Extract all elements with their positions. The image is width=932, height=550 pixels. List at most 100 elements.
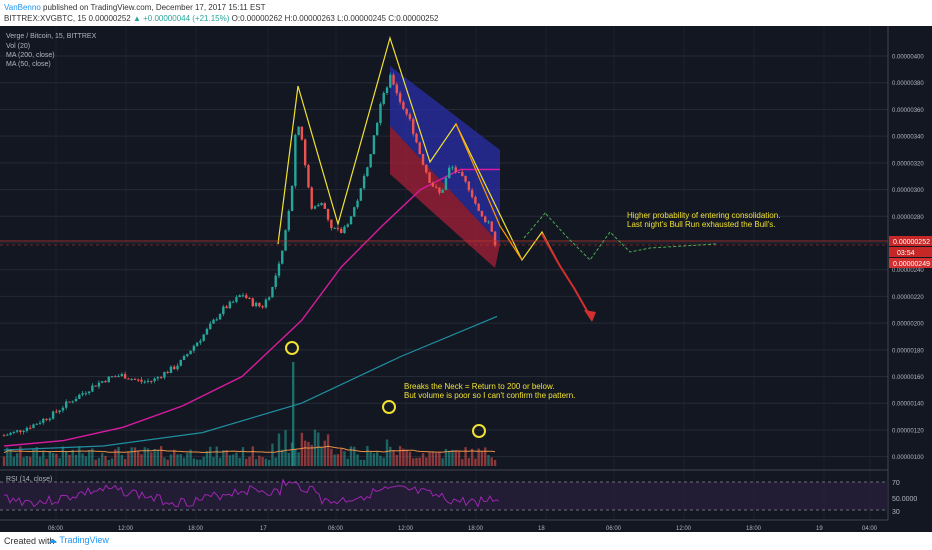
author-link[interactable]: VanBenno: [4, 3, 41, 12]
candle-body: [91, 385, 94, 392]
volume-spike-marker-1: [285, 341, 299, 355]
volume-bar: [487, 455, 490, 466]
candle-body: [480, 210, 484, 217]
volume-bar: [74, 454, 78, 466]
rsi-band: [0, 482, 888, 510]
candle-body: [303, 139, 307, 166]
volume-bar: [101, 453, 104, 466]
legend-vol[interactable]: Vol (20): [6, 43, 30, 50]
volume-bar: [307, 441, 310, 466]
price-tick-label: 0.00000340: [892, 135, 924, 141]
candle-body: [78, 394, 81, 399]
candle-body: [346, 224, 349, 227]
annotation-neck-1: Breaks the Neck = Return to 200 or below…: [404, 382, 555, 391]
volume-bar: [6, 447, 9, 466]
volume-bar: [189, 449, 192, 466]
candle-body: [477, 203, 480, 211]
volume-bar: [84, 456, 88, 466]
chart-area[interactable]: Higher probability of entering consolida…: [0, 26, 932, 532]
time-tick-label: 18:00: [468, 526, 484, 532]
candle-body: [199, 340, 202, 343]
candle-body: [248, 297, 251, 299]
volume-bar: [385, 439, 389, 466]
volume-bar: [454, 450, 457, 466]
candle-body: [192, 345, 196, 351]
volume-bar: [228, 455, 232, 466]
volume-bar: [402, 448, 405, 466]
countdown-label: 03:54: [897, 250, 915, 257]
candle-body: [349, 216, 353, 225]
legend-ma50[interactable]: MA (50, close): [6, 61, 51, 68]
candle-body: [444, 177, 448, 190]
candle-body: [454, 167, 457, 172]
tradingview-logo[interactable]: ☁ TradingView: [48, 535, 109, 546]
price-axis[interactable]: 0.00000400 0.00000380 0.00000360 0.00000340…: [892, 55, 924, 462]
time-axis[interactable]: 06:00 12:00 18:00 17 06:00 12:00 18:00 18 06:00 1…: [48, 526, 878, 532]
volume-bar: [392, 450, 395, 466]
price-tick-label: 0.00000300: [892, 188, 924, 194]
rsi-line: [3, 478, 500, 508]
candle-body: [97, 382, 101, 387]
candle-body: [271, 287, 274, 298]
candle-body: [382, 92, 385, 104]
volume-bar: [461, 459, 464, 466]
candle-body: [235, 297, 238, 302]
candle-body: [356, 200, 359, 208]
volume-bar: [35, 447, 38, 466]
legend-ma200[interactable]: MA (200, close): [6, 52, 55, 59]
volume-bar: [362, 459, 366, 466]
volume-bar: [231, 454, 235, 466]
tradingview-brand: TradingView: [59, 535, 109, 545]
time-tick-label: 06:00: [48, 526, 64, 532]
volume-bar: [421, 453, 425, 466]
candle-body: [114, 376, 117, 378]
price-chart[interactable]: Higher probability of entering consolida…: [0, 26, 932, 532]
price-tick-label: 0.00000380: [892, 81, 924, 87]
volume-bar: [195, 459, 199, 466]
candle-body: [74, 398, 78, 402]
volume-bar: [245, 458, 248, 466]
volume-bar: [199, 459, 202, 466]
volume-bar: [166, 459, 169, 466]
price-tick-label: 0.00000100: [892, 455, 924, 461]
candle-body: [117, 376, 120, 378]
volume-bar: [64, 451, 68, 466]
volume-bar: [464, 447, 467, 466]
candle-body: [398, 93, 402, 103]
volume-bar: [428, 451, 431, 466]
volume-bar: [477, 448, 480, 466]
candle-body: [294, 135, 297, 186]
grid-lines: [0, 26, 888, 520]
volume-bar: [55, 453, 58, 466]
candle-body: [487, 221, 490, 223]
rsi-tick-70: 70: [892, 480, 900, 487]
volume-bar: [467, 458, 471, 466]
candle-body: [212, 319, 215, 324]
volume-ma-line: [3, 445, 496, 454]
consolidation-path: [545, 213, 717, 261]
candle-body: [284, 230, 287, 251]
candle-body: [408, 114, 412, 120]
candle-body: [238, 295, 241, 298]
candle-body: [140, 379, 143, 382]
candle-body: [258, 302, 261, 307]
price-tick-label: 0.00000400: [892, 55, 924, 61]
volume-bar: [359, 459, 363, 466]
volume-bar: [251, 446, 254, 466]
volume-spike-marker-3: [472, 424, 486, 438]
candle-body: [38, 422, 42, 424]
channel-red-fill: [390, 126, 500, 268]
candle-body: [451, 167, 454, 169]
volume-bar: [484, 447, 487, 466]
candle-body: [320, 203, 323, 206]
candle-body: [110, 376, 114, 378]
candle-body: [225, 306, 228, 309]
candle-body: [32, 424, 35, 429]
rsi-label[interactable]: RSI (14, close): [6, 476, 52, 483]
candle-body: [19, 430, 22, 432]
volume-bar: [300, 432, 304, 466]
volume-bars: [2, 362, 497, 466]
candle-body: [71, 401, 74, 403]
candle-body: [81, 393, 84, 395]
price-tick-label: 0.00000220: [892, 295, 924, 301]
